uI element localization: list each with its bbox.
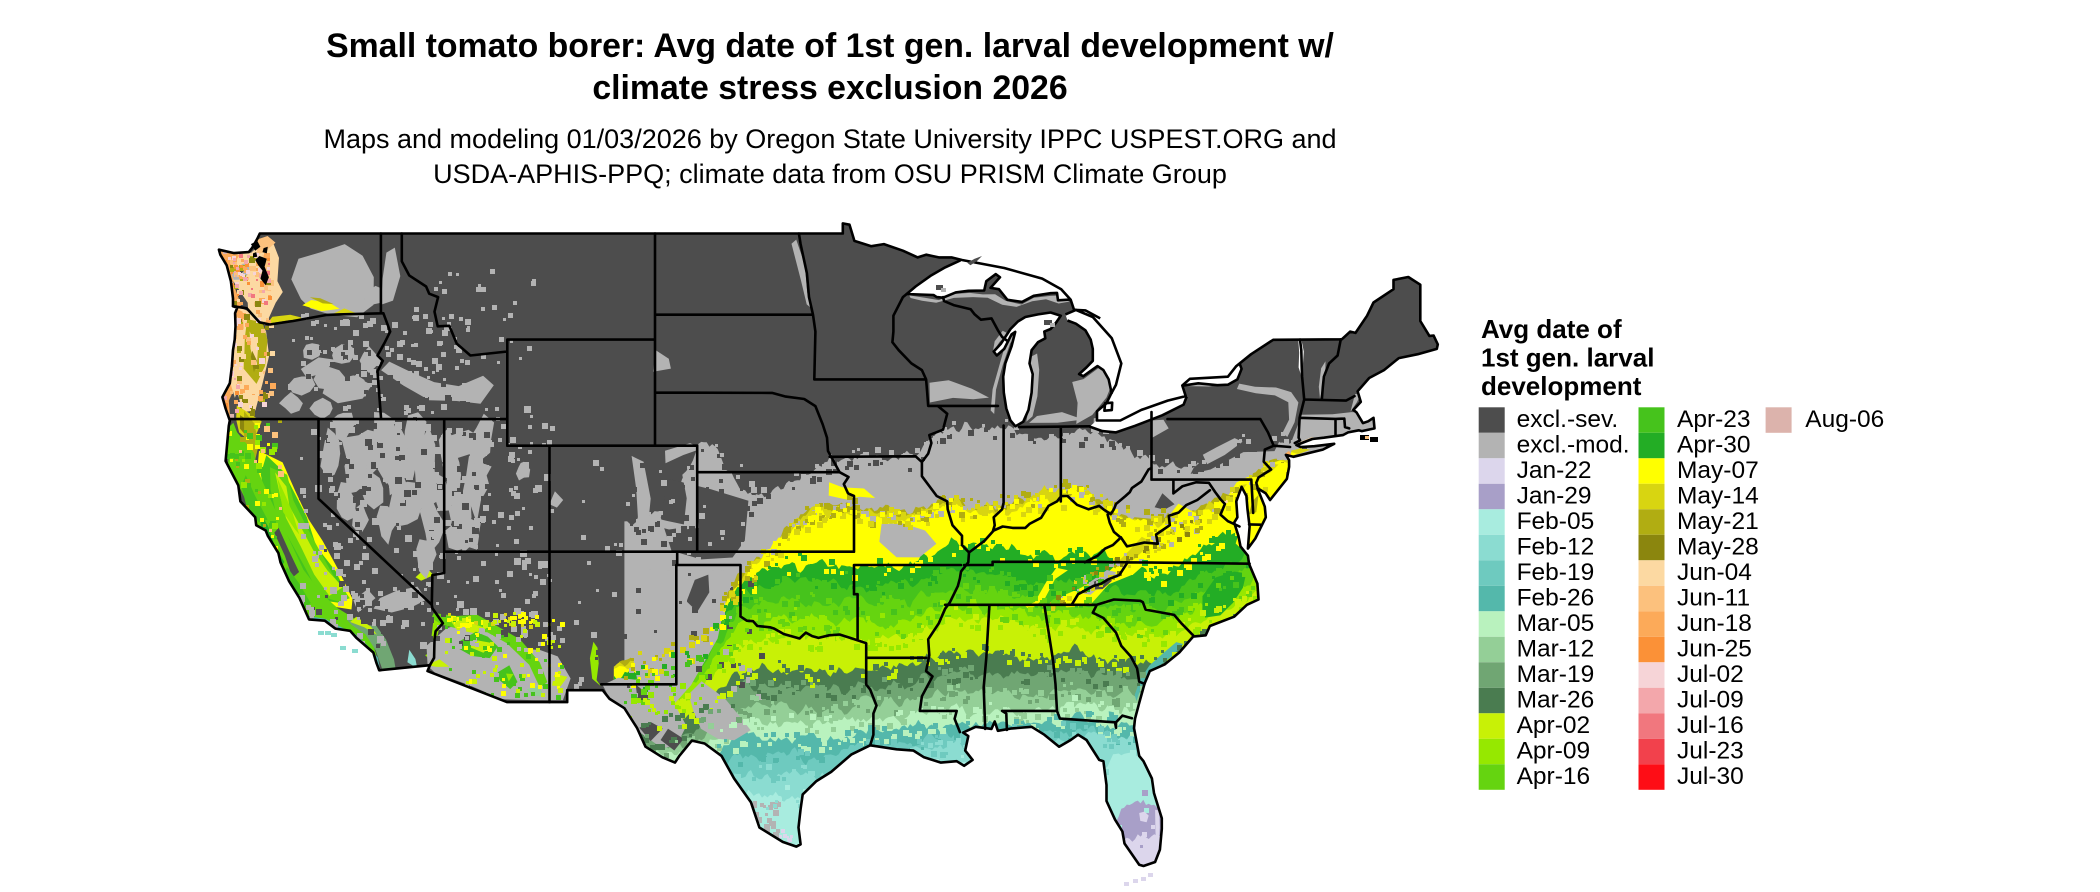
svg-text:Apr-23: Apr-23 <box>1677 406 1751 433</box>
svg-text:May-14: May-14 <box>1677 482 1759 509</box>
svg-text:Mar-19: Mar-19 <box>1517 661 1595 688</box>
svg-text:Mar-12: Mar-12 <box>1517 635 1595 662</box>
svg-text:Jan-22: Jan-22 <box>1517 457 1592 484</box>
svg-text:1st gen. larval: 1st gen. larval <box>1481 343 1654 373</box>
svg-text:excl.-mod.: excl.-mod. <box>1517 431 1630 458</box>
svg-text:Feb-05: Feb-05 <box>1517 508 1595 535</box>
svg-text:Mar-26: Mar-26 <box>1517 686 1595 713</box>
svg-text:Feb-19: Feb-19 <box>1517 559 1595 586</box>
svg-text:Jun-25: Jun-25 <box>1677 635 1752 662</box>
svg-text:May-28: May-28 <box>1677 533 1759 560</box>
svg-text:Jul-09: Jul-09 <box>1677 686 1744 713</box>
svg-text:Mar-05: Mar-05 <box>1517 610 1595 637</box>
svg-text:Feb-12: Feb-12 <box>1517 533 1595 560</box>
svg-text:Jun-11: Jun-11 <box>1677 584 1750 611</box>
svg-text:Small tomato borer: Avg date o: Small tomato borer: Avg date of 1st gen.… <box>326 27 1334 65</box>
svg-text:Feb-26: Feb-26 <box>1517 584 1595 611</box>
svg-text:May-21: May-21 <box>1677 508 1759 535</box>
svg-text:Maps and modeling 01/03/2026 b: Maps and modeling 01/03/2026 by Oregon S… <box>323 124 1336 154</box>
svg-text:development: development <box>1481 371 1642 401</box>
svg-text:May-07: May-07 <box>1677 457 1759 484</box>
svg-text:Jul-02: Jul-02 <box>1677 661 1744 688</box>
svg-text:Aug-06: Aug-06 <box>1805 406 1884 433</box>
svg-text:Avg date of: Avg date of <box>1481 314 1622 344</box>
svg-text:Jun-04: Jun-04 <box>1677 559 1752 586</box>
svg-text:Jul-16: Jul-16 <box>1677 712 1744 739</box>
svg-text:Apr-02: Apr-02 <box>1517 712 1591 739</box>
svg-text:Apr-09: Apr-09 <box>1517 737 1591 764</box>
svg-text:USDA-APHIS-PPQ; climate data f: USDA-APHIS-PPQ; climate data from OSU PR… <box>433 159 1227 189</box>
svg-text:Jan-29: Jan-29 <box>1517 482 1592 509</box>
svg-text:Apr-16: Apr-16 <box>1517 763 1591 790</box>
svg-text:Jun-18: Jun-18 <box>1677 610 1752 637</box>
svg-text:Jul-30: Jul-30 <box>1677 763 1744 790</box>
svg-text:Jul-23: Jul-23 <box>1677 737 1744 764</box>
svg-text:Apr-30: Apr-30 <box>1677 431 1751 458</box>
svg-text:climate stress exclusion 2026: climate stress exclusion 2026 <box>592 69 1067 107</box>
svg-text:excl.-sev.: excl.-sev. <box>1517 406 1619 433</box>
